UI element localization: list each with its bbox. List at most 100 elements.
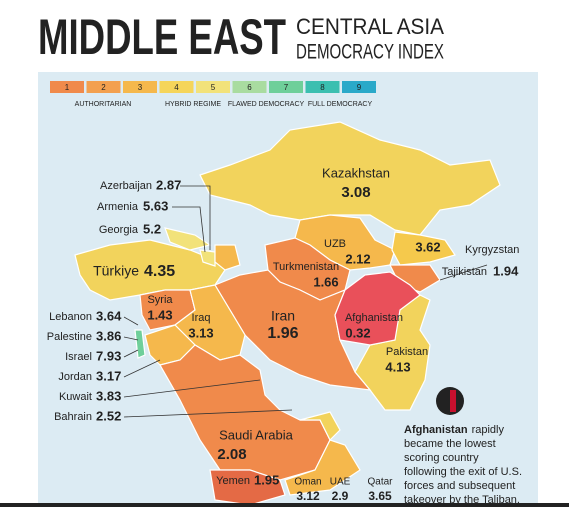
country-name: Azerbaijan: [100, 180, 152, 192]
country-score: 3.83: [96, 388, 121, 403]
legend-swatch: [305, 81, 340, 93]
country-name: Iraq: [192, 312, 211, 324]
subtitle: CENTRAL ASIA: [296, 14, 444, 39]
legend-swatch: [50, 81, 84, 93]
legend-swatch: [86, 81, 121, 93]
israel: [134, 329, 146, 359]
legend-value: 8: [320, 83, 325, 92]
flag-icon: [450, 390, 456, 412]
country-score: 3.65: [368, 489, 392, 503]
azerbaijan: [214, 244, 241, 271]
legend-value: 9: [357, 83, 362, 92]
legend-value: 7: [284, 83, 289, 92]
leader-lines: [123, 185, 488, 418]
country-name: UZB: [324, 238, 346, 250]
legend-group: FULL DEMOCRACY: [308, 101, 373, 108]
country-score: 4.35: [144, 263, 175, 280]
map: [74, 121, 501, 506]
uae: [299, 411, 341, 442]
note-highlight: Afghanistan: [404, 424, 468, 436]
country-name: Afghanistan: [345, 312, 403, 324]
country-name: Israel: [65, 351, 92, 363]
afghanistan: [334, 271, 421, 346]
country-score: 1.94: [493, 263, 519, 278]
legend-value: 4: [174, 83, 179, 92]
country-score: 3.64: [96, 308, 122, 323]
country-name: Jordan: [58, 371, 92, 383]
country-score: 7.93: [96, 348, 121, 363]
legend-value: 6: [247, 83, 252, 92]
legend-swatch: [159, 81, 194, 93]
leader-line: [439, 264, 488, 281]
country-score: 3.08: [341, 184, 370, 201]
leader-line: [172, 206, 206, 253]
country-score: 3.17: [96, 368, 121, 383]
country-score: 3.13: [188, 325, 213, 340]
country-score: 1.66: [313, 274, 338, 289]
legend-value: 1: [65, 83, 70, 92]
bottom-bar: [0, 503, 569, 507]
georgia: [164, 227, 212, 251]
legend-swatch: [123, 81, 157, 93]
country-name: Palestine: [47, 331, 92, 343]
legend-value: 3: [138, 83, 143, 92]
legend-swatch: [232, 81, 267, 93]
country-name: Bahrain: [54, 411, 92, 423]
armenia: [199, 249, 216, 267]
country-name: Armenia: [97, 201, 139, 213]
legend-group: FLAWED DEMOCRACY: [228, 101, 305, 108]
leader-line: [123, 316, 139, 326]
note-line: takeover by the Taliban.: [404, 494, 520, 506]
country-name: Iran: [271, 308, 295, 324]
legend-swatch: [342, 81, 376, 93]
country-name: Yemen: [216, 475, 250, 487]
country-score: 2.87: [156, 177, 181, 192]
country-score: 5.2: [143, 221, 161, 236]
legend-value: 5: [211, 83, 216, 92]
leader-line: [123, 409, 293, 418]
country-score: 3.62: [415, 239, 440, 254]
country-score: 0.32: [345, 325, 370, 340]
legend-swatch: [269, 81, 303, 93]
country-score: 1.96: [267, 325, 298, 342]
country-score: 5.63: [143, 198, 168, 213]
legend-swatch: [196, 81, 230, 93]
legend-group: HYBRID REGIME: [165, 101, 221, 108]
country-score: 1.95: [254, 472, 279, 487]
country-score: 1.43: [147, 307, 172, 322]
yemen: [209, 469, 286, 506]
country-score: 2.08: [217, 446, 246, 463]
leader-line: [123, 379, 261, 398]
country-name: Oman: [294, 477, 321, 488]
country-score: 3.12: [296, 489, 320, 503]
country-name: Qatar: [367, 477, 393, 488]
note-line: scoring country: [404, 452, 479, 464]
country-name: Tajikistan: [442, 266, 487, 278]
country-score: 4.13: [385, 359, 410, 374]
country-name: Kyrgyzstan: [465, 244, 519, 256]
country-name: Türkiye: [93, 263, 139, 279]
country-name: Syria: [147, 294, 173, 306]
country-score: 2.52: [96, 408, 121, 423]
subtitle: DEMOCRACY INDEX: [296, 41, 444, 64]
note-line: following the exit of U.S.: [404, 466, 522, 478]
country-name: UAE: [330, 477, 351, 488]
country-name: Lebanon: [49, 311, 92, 323]
note: Afghanistan rapidly: [404, 424, 504, 436]
leader-line: [123, 349, 139, 358]
note-line: rapidly: [472, 424, 505, 436]
country-name: Kazakhstan: [322, 165, 390, 180]
note-line: forces and subsequent: [404, 480, 515, 492]
country-name: Saudi Arabia: [219, 427, 293, 442]
kazakhstan: [199, 121, 501, 236]
country-score: 2.12: [345, 251, 370, 266]
oman: [284, 439, 361, 496]
note-line: became the lowest: [404, 438, 496, 450]
leader-line: [180, 185, 211, 250]
title: MIDDLE EAST: [38, 9, 286, 65]
legend-value: 2: [101, 83, 106, 92]
legend-group: AUTHORITARIAN: [75, 101, 132, 108]
country-name: Georgia: [99, 224, 139, 236]
country-score: 2.9: [332, 489, 349, 503]
